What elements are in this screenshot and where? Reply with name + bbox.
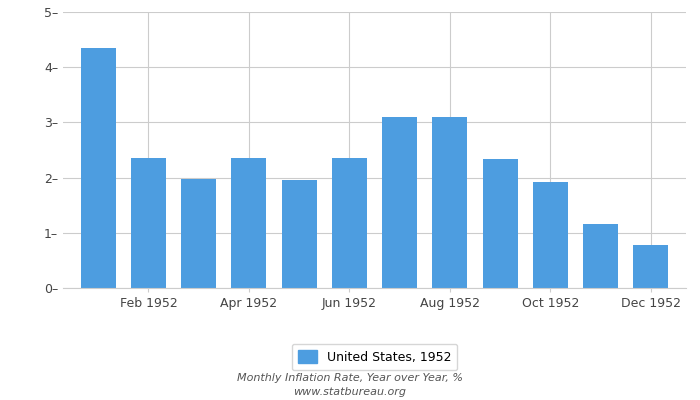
Bar xyxy=(433,118,468,288)
Bar xyxy=(131,158,166,288)
Legend: United States, 1952: United States, 1952 xyxy=(292,344,457,370)
Bar xyxy=(231,158,267,288)
Text: Monthly Inflation Rate, Year over Year, %: Monthly Inflation Rate, Year over Year, … xyxy=(237,373,463,383)
Bar xyxy=(634,246,668,288)
Bar xyxy=(533,182,568,288)
Bar xyxy=(382,118,417,288)
Bar xyxy=(332,158,367,288)
Bar xyxy=(583,224,618,288)
Bar xyxy=(181,179,216,288)
Text: www.statbureau.org: www.statbureau.org xyxy=(293,387,407,397)
Bar xyxy=(482,159,518,288)
Bar xyxy=(80,48,116,288)
Bar xyxy=(281,180,316,288)
